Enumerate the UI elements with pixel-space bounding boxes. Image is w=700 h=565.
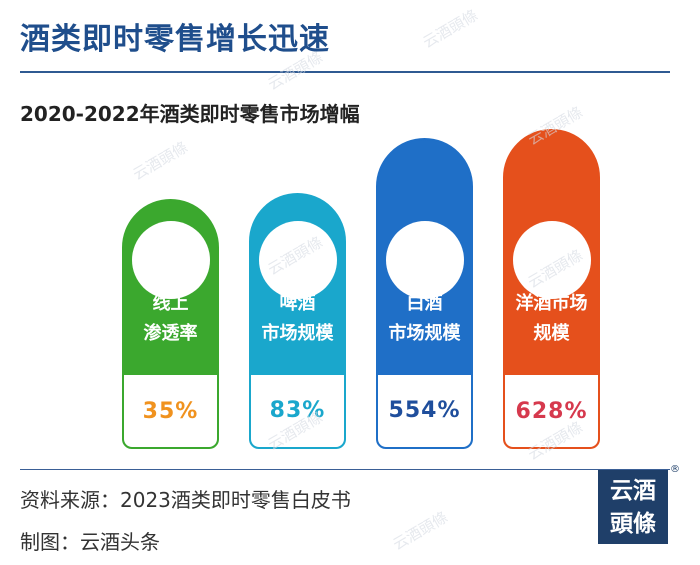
- value-box: 554%: [378, 374, 471, 447]
- tag-hole: [512, 221, 591, 299]
- value-box: 35%: [124, 375, 217, 447]
- tag-hole: [385, 220, 464, 299]
- data-label: 83%: [269, 398, 326, 424]
- watermark: 云酒頭條: [129, 138, 191, 184]
- bar-tag-4: 洋酒市场规模 628%: [503, 129, 600, 449]
- category-label-line-2: 渗透率: [143, 323, 198, 344]
- footer-divider: [20, 469, 670, 470]
- tag-hole: [258, 220, 337, 299]
- tag-hole: [131, 221, 210, 299]
- credit-note: 制图：云酒头条: [20, 530, 160, 554]
- category-label-line-2: 市场规模: [261, 322, 334, 344]
- title-divider: [20, 71, 670, 73]
- bar-tag-2: 啤酒市场规模 83%: [249, 193, 346, 449]
- data-label: 628%: [515, 398, 588, 424]
- category-label-line-1: 白酒: [406, 292, 443, 314]
- logo-line-1: 云酒: [610, 477, 656, 504]
- logo-line-2: 頭條: [610, 510, 656, 537]
- source-note: 资料来源：2023酒类即时零售白皮书: [20, 488, 351, 512]
- category-label-line-1: 洋酒市场: [515, 293, 588, 314]
- value-box: 628%: [505, 375, 598, 447]
- category-label-line-1: 线上: [152, 293, 189, 314]
- brand-logo: 云酒 頭條: [598, 470, 668, 544]
- bar-tag-3: 白酒市场规模 554%: [376, 137, 473, 449]
- page-title: 酒类即时零售增长迅速: [20, 22, 330, 57]
- registered-mark: ®: [670, 464, 680, 475]
- watermark: 云酒頭條: [419, 6, 481, 52]
- data-label: 35%: [142, 398, 199, 424]
- category-label-line-2: 市场规模: [388, 322, 461, 344]
- data-label: 554%: [388, 398, 461, 424]
- watermark: 云酒頭條: [389, 508, 451, 554]
- category-label: 白酒 市场规模: [378, 289, 471, 349]
- value-box: 83%: [251, 374, 344, 447]
- category-label-line-1: 啤酒: [279, 292, 316, 314]
- category-label-line-2: 规模: [533, 323, 570, 344]
- category-label: 洋酒市场 规模: [505, 289, 598, 349]
- category-label: 啤酒 市场规模: [251, 289, 344, 349]
- chart-title: 2020-2022年酒类即时零售市场增幅: [20, 102, 360, 126]
- bar-tag-1: 线上渗透率 35%: [122, 199, 219, 449]
- category-label: 线上 渗透率: [124, 289, 217, 349]
